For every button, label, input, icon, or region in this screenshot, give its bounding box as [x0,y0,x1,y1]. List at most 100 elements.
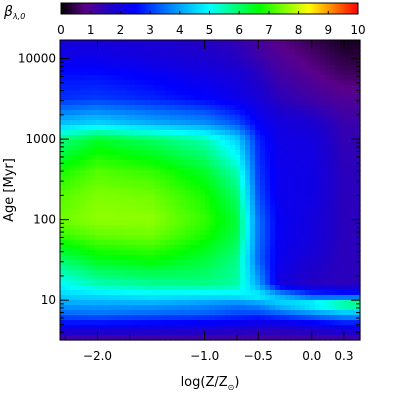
heatmap-cell [235,250,241,256]
heatmap-cell [220,185,226,191]
heatmap-cell [95,220,101,226]
heatmap-cell [190,335,196,341]
heatmap-cell [340,265,346,271]
heatmap-cell [330,85,336,91]
heatmap-cell [115,170,121,176]
heatmap-cell [230,150,236,156]
heatmap-cell [300,185,306,191]
heatmap-cell [150,220,156,226]
heatmap-cell [125,80,131,86]
heatmap-cell [90,205,96,211]
heatmap-cell [95,190,101,196]
heatmap-cell [325,85,331,91]
heatmap-cell [285,200,291,206]
heatmap-cell [345,125,351,131]
heatmap-cell [65,155,71,161]
heatmap-cell [80,55,86,61]
heatmap-cell [130,135,136,141]
heatmap-cell [170,60,176,66]
heatmap-cell [90,305,96,311]
heatmap-cell [180,195,186,201]
heatmap-cell [315,225,321,231]
heatmap-cell [125,105,131,111]
heatmap-cell [190,210,196,216]
heatmap-cell [160,235,166,241]
heatmap-cell [90,335,96,341]
heatmap-cell [155,95,161,101]
heatmap-cell [220,245,226,251]
heatmap-cell [260,110,266,116]
heatmap-cell [185,75,191,81]
heatmap-cell [275,115,281,121]
heatmap-cell [80,320,86,326]
heatmap-cell [200,85,206,91]
heatmap-cell [230,140,236,146]
heatmap-cell [285,100,291,106]
heatmap-cell [260,165,266,171]
heatmap-cell [210,95,216,101]
heatmap-cell [300,325,306,331]
heatmap-cell [335,60,341,66]
heatmap-cell [305,55,311,61]
heatmap-cell [220,170,226,176]
heatmap-cell [340,235,346,241]
heatmap-cell [280,180,286,186]
heatmap-cell [340,255,346,261]
heatmap-cell [320,310,326,316]
heatmap-cell [220,90,226,96]
heatmap-cell [105,275,111,281]
heatmap-cell [325,225,331,231]
heatmap-cell [240,115,246,121]
heatmap-cell [350,305,356,311]
heatmap-cell [70,100,76,106]
heatmap-cell [260,150,266,156]
heatmap-cell [170,180,176,186]
heatmap-cell [225,135,231,141]
heatmap-cell [330,240,336,246]
heatmap-cell [95,180,101,186]
heatmap-cell [90,330,96,336]
heatmap-cell [160,310,166,316]
heatmap-cell [330,275,336,281]
heatmap-cell [150,45,156,51]
heatmap-cell [200,300,206,306]
heatmap-cell [100,235,106,241]
heatmap-cell [125,120,131,126]
heatmap-cell [345,130,351,136]
heatmap-cell [145,175,151,181]
heatmap-cell [310,40,316,46]
heatmap-cell [255,130,261,136]
heatmap-cell [315,330,321,336]
heatmap-cell [350,275,356,281]
heatmap-cell [300,200,306,206]
heatmap-cell [95,245,101,251]
heatmap-cell [215,240,221,246]
heatmap-cell [220,115,226,121]
heatmap-cell [190,240,196,246]
heatmap-cell [190,135,196,141]
heatmap-cell [225,140,231,146]
heatmap-cell [175,310,181,316]
heatmap-cell [190,310,196,316]
heatmap-cell [260,330,266,336]
heatmap-cell [135,145,141,151]
heatmap-cell [115,270,121,276]
heatmap-cell [200,165,206,171]
heatmap-cell [325,260,331,266]
heatmap-cell [260,50,266,56]
heatmap-cell [65,40,71,46]
heatmap-cell [130,75,136,81]
heatmap-cell [310,110,316,116]
heatmap-cell [210,305,216,311]
heatmap-cell [225,60,231,66]
heatmap-cell [205,195,211,201]
heatmap-cell [270,290,276,296]
heatmap-cell [215,170,221,176]
heatmap-cell [165,115,171,121]
heatmap-cell [150,225,156,231]
heatmap-cell [250,75,256,81]
heatmap-cell [250,275,256,281]
heatmap-cell [315,230,321,236]
heatmap-cell [190,325,196,331]
heatmap-cell [330,315,336,321]
